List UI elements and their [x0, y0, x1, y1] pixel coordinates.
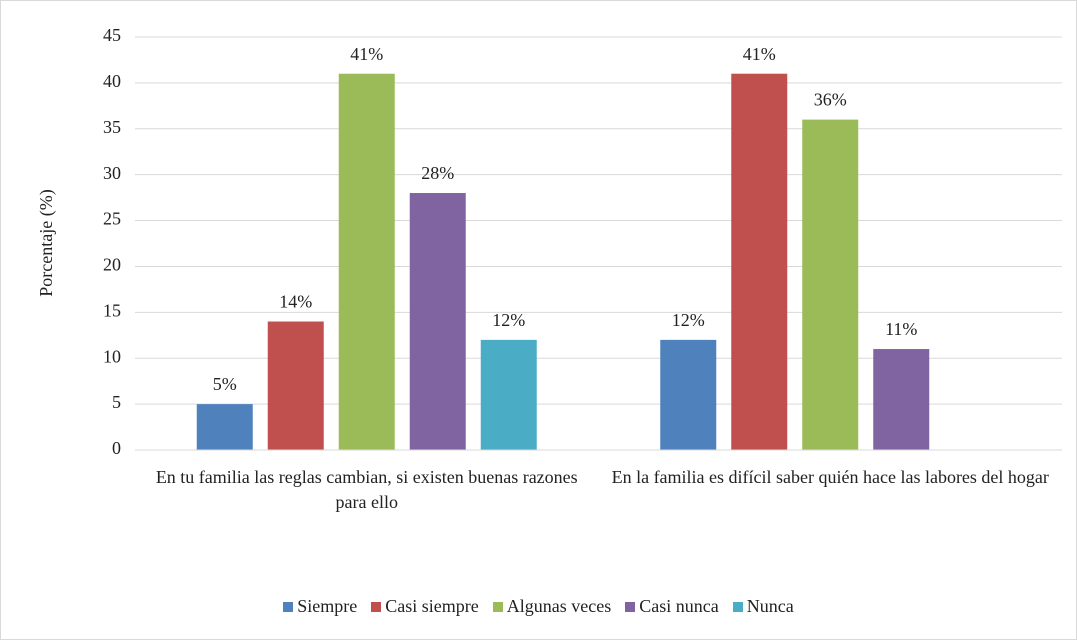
legend-swatch — [625, 601, 636, 612]
legend: Siempre Casi siempre Algunas veces Casi nun… — [0, 596, 1077, 617]
data-label: 11% — [885, 319, 917, 339]
legend-swatch — [492, 601, 503, 612]
legend-swatch — [732, 601, 743, 612]
y-tick-label: 25 — [103, 209, 121, 229]
legend-swatch — [371, 601, 382, 612]
data-label: 12% — [492, 310, 525, 330]
bar — [660, 339, 717, 450]
y-tick-label: 10 — [103, 346, 121, 366]
legend-item: Siempre — [283, 596, 357, 617]
bar — [480, 339, 537, 450]
data-label: 14% — [279, 292, 312, 312]
bar — [196, 404, 253, 450]
legend-label: Casi siempre — [385, 596, 479, 616]
data-label: 28% — [421, 163, 454, 183]
bar — [731, 73, 788, 450]
bar — [338, 73, 395, 450]
bar — [409, 193, 466, 450]
legend-label: Casi nunca — [639, 596, 719, 616]
y-tick-label: 20 — [103, 255, 121, 275]
bar — [873, 349, 930, 450]
x-tick-label: En la familia es difícil saber quién hac… — [611, 467, 1049, 487]
legend-item: Nunca — [732, 596, 794, 617]
y-tick-label: 30 — [103, 163, 121, 183]
data-label: 41% — [743, 44, 776, 64]
legend-item: Casi nunca — [625, 596, 719, 617]
y-tick-label: 45 — [103, 25, 121, 45]
x-tick-label: En tu familia las reglas cambian, si exi… — [155, 467, 578, 512]
y-tick-label: 35 — [103, 117, 121, 137]
bar — [802, 119, 859, 450]
y-tick-label: 15 — [103, 300, 121, 320]
data-label: 41% — [350, 44, 383, 64]
y-tick-label: 40 — [103, 71, 121, 91]
legend-item: Casi siempre — [371, 596, 479, 617]
legend-swatch — [283, 601, 294, 612]
data-label: 5% — [213, 374, 237, 394]
bar — [267, 321, 324, 450]
y-tick-label: 0 — [112, 438, 121, 458]
y-axis-label: Porcentaje (%) — [36, 189, 57, 296]
legend-item: Algunas veces — [492, 596, 612, 617]
data-label: 12% — [672, 310, 705, 330]
data-label: 36% — [814, 90, 847, 110]
y-tick-label: 5 — [112, 392, 121, 412]
legend-label: Siempre — [297, 596, 358, 616]
legend-label: Algunas veces — [506, 596, 612, 616]
legend-label: Nunca — [746, 596, 794, 616]
